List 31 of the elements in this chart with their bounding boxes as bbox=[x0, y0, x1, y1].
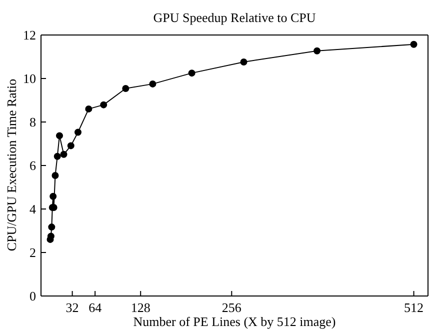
y-tick-label: 2 bbox=[30, 245, 36, 260]
y-tick-label: 10 bbox=[23, 71, 36, 86]
y-tick-label: 4 bbox=[30, 202, 36, 217]
point bbox=[48, 224, 56, 231]
y-axis-title: CPU/GPU Execution Time Ratio bbox=[4, 78, 20, 252]
x-axis-title: Number of PE Lines (X by 512 image) bbox=[132, 314, 337, 330]
point bbox=[52, 172, 59, 180]
point bbox=[74, 128, 82, 136]
x-tick-label: 256 bbox=[222, 300, 242, 316]
point bbox=[240, 58, 248, 66]
chart-title: GPU Speedup Relative to CPU bbox=[152, 10, 317, 26]
point bbox=[410, 40, 418, 48]
point bbox=[56, 132, 63, 140]
x-tick-label: 128 bbox=[130, 300, 150, 316]
y-tick-label: 0 bbox=[30, 288, 36, 304]
y-tick-label: 6 bbox=[30, 158, 36, 174]
y-tick-label: 12 bbox=[23, 28, 36, 43]
point bbox=[60, 150, 68, 158]
point bbox=[50, 192, 57, 200]
point bbox=[85, 105, 92, 112]
x-tick-label: 512 bbox=[404, 300, 424, 316]
x-tick-label: 32 bbox=[66, 300, 79, 316]
point bbox=[100, 101, 108, 108]
point bbox=[188, 70, 196, 77]
point bbox=[122, 85, 130, 92]
x-tick-label: 64 bbox=[88, 300, 102, 316]
y-tick-label: 8 bbox=[30, 114, 36, 130]
point bbox=[67, 142, 74, 150]
point bbox=[149, 80, 156, 88]
point bbox=[54, 152, 61, 160]
point bbox=[314, 47, 321, 54]
